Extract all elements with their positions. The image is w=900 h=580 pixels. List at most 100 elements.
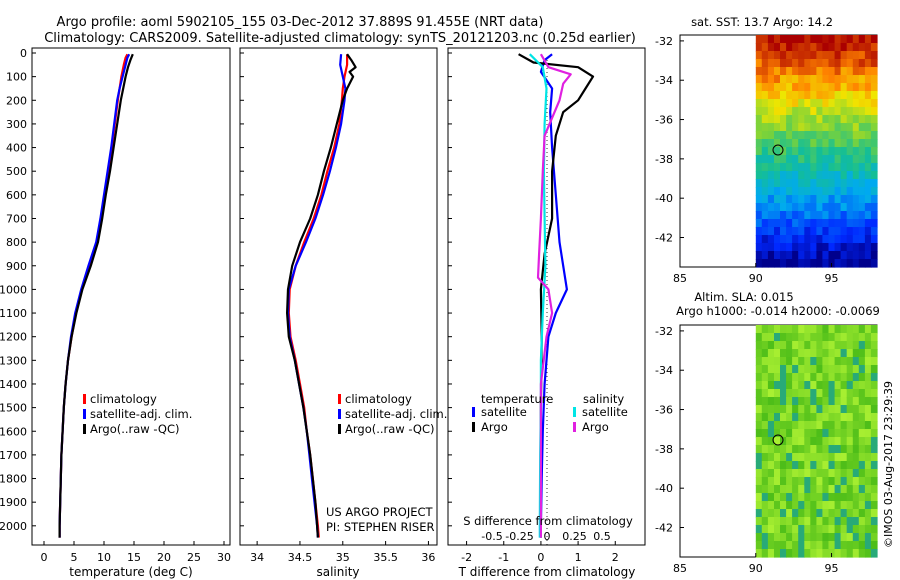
heatmap-cell (761, 91, 769, 100)
heatmap-cell (810, 549, 817, 558)
depth-tick-label: 1500 (0, 402, 27, 415)
heatmap-cell (786, 525, 793, 534)
heatmap-cell (810, 179, 817, 188)
heatmap-cell (792, 163, 799, 172)
heatmap-cell (822, 179, 830, 188)
heatmap-cell (816, 83, 824, 92)
s-tick-label: -0.5 (481, 530, 502, 543)
heatmap-cell (852, 397, 860, 406)
heatmap-cell (822, 389, 830, 398)
heatmap-cell (834, 365, 842, 374)
legend-swatch-argo (338, 424, 341, 434)
heatmap-cell (761, 75, 769, 84)
heatmap-cell (846, 413, 854, 422)
heatmap-cell (828, 501, 836, 510)
heatmap-cell (755, 139, 763, 148)
heatmap-cell (858, 43, 866, 52)
heatmap-cell (761, 219, 769, 228)
heatmap-cell (816, 541, 824, 550)
legend-label-satellite: satellite-adj. clim. (90, 407, 192, 421)
heatmap-cell (858, 187, 866, 196)
heatmap-cell (864, 533, 872, 542)
heatmap-cell (786, 259, 793, 268)
heatmap-cell (761, 365, 769, 374)
heatmap-cell (774, 493, 781, 502)
heatmap-cell (755, 501, 763, 510)
heatmap-cell (804, 413, 811, 422)
heatmap-cell (840, 461, 848, 470)
heatmap-cell (834, 381, 842, 390)
heatmap-cell (864, 445, 872, 454)
heatmap-cell (858, 421, 866, 430)
heatmap-cell (834, 59, 842, 68)
heatmap-cell (834, 131, 842, 140)
heatmap-cell (852, 349, 860, 358)
heatmap-cell (858, 437, 866, 446)
heatmap-cell (822, 91, 830, 100)
heatmap-cell (792, 243, 799, 252)
heatmap-cell (798, 195, 805, 204)
heatmap-cell (846, 325, 854, 334)
heatmap-cell (870, 437, 878, 446)
heatmap-cell (828, 211, 836, 220)
heatmap-cell (828, 91, 836, 100)
project-credit: US ARGO PROJECT (326, 505, 434, 519)
heatmap-cell (852, 219, 860, 228)
heatmap-cell (804, 477, 811, 486)
heatmap-cell (846, 421, 854, 430)
heatmap-cell (822, 357, 830, 366)
heatmap-cell (834, 341, 842, 350)
heatmap-cell (846, 67, 854, 76)
heatmap-cell (828, 83, 836, 92)
heatmap-cell (767, 325, 775, 334)
depth-tick-label: 400 (6, 142, 27, 155)
heatmap-cell (792, 437, 799, 446)
heatmap-cell (755, 373, 763, 382)
heatmap-cell (774, 155, 781, 164)
x-tick-label: 34.5 (288, 551, 313, 564)
heatmap-cell (774, 139, 781, 148)
heatmap-cell (858, 171, 866, 180)
heatmap-cell (767, 91, 775, 100)
heatmap-cell (870, 43, 878, 52)
heatmap-cell (774, 91, 781, 100)
heatmap-cell (810, 251, 817, 260)
heatmap-cell (852, 211, 860, 220)
depth-tick-label: 1900 (0, 496, 27, 509)
heatmap-cell (828, 67, 836, 76)
heatmap-cell (828, 357, 836, 366)
heatmap-cell (846, 195, 854, 204)
heatmap-cell (810, 397, 817, 406)
heatmap-cell (804, 171, 811, 180)
heatmap-cell (810, 445, 817, 454)
heatmap-cell (755, 99, 763, 108)
heatmap-cell (774, 325, 781, 334)
heatmap-cell (780, 171, 787, 180)
heatmap-cell (774, 163, 781, 172)
heatmap-cell (792, 59, 799, 68)
heatmap-cell (774, 147, 781, 156)
heatmap-cell (774, 485, 781, 494)
heatmap-cell (816, 107, 824, 116)
heatmap-cell (786, 195, 793, 204)
heatmap-cell (774, 413, 781, 422)
heatmap-cell (822, 429, 830, 438)
heatmap-cell (870, 469, 878, 478)
heatmap-cell (761, 131, 769, 140)
heatmap-cell (755, 43, 763, 52)
lat-tick-label: -34 (655, 74, 673, 87)
heatmap-cell (822, 43, 830, 52)
heatmap-cell (870, 163, 878, 172)
heatmap-cell (792, 389, 799, 398)
heatmap-cell (767, 243, 775, 252)
heatmap-cell (761, 115, 769, 124)
heatmap-cell (767, 357, 775, 366)
heatmap-cell (767, 187, 775, 196)
heatmap-cell (755, 421, 763, 430)
heatmap-cell (822, 59, 830, 68)
heatmap-cell (810, 155, 817, 164)
heatmap-cell (858, 211, 866, 220)
heatmap-cell (761, 445, 769, 454)
heatmap-cell (761, 357, 769, 366)
heatmap-cell (810, 485, 817, 494)
